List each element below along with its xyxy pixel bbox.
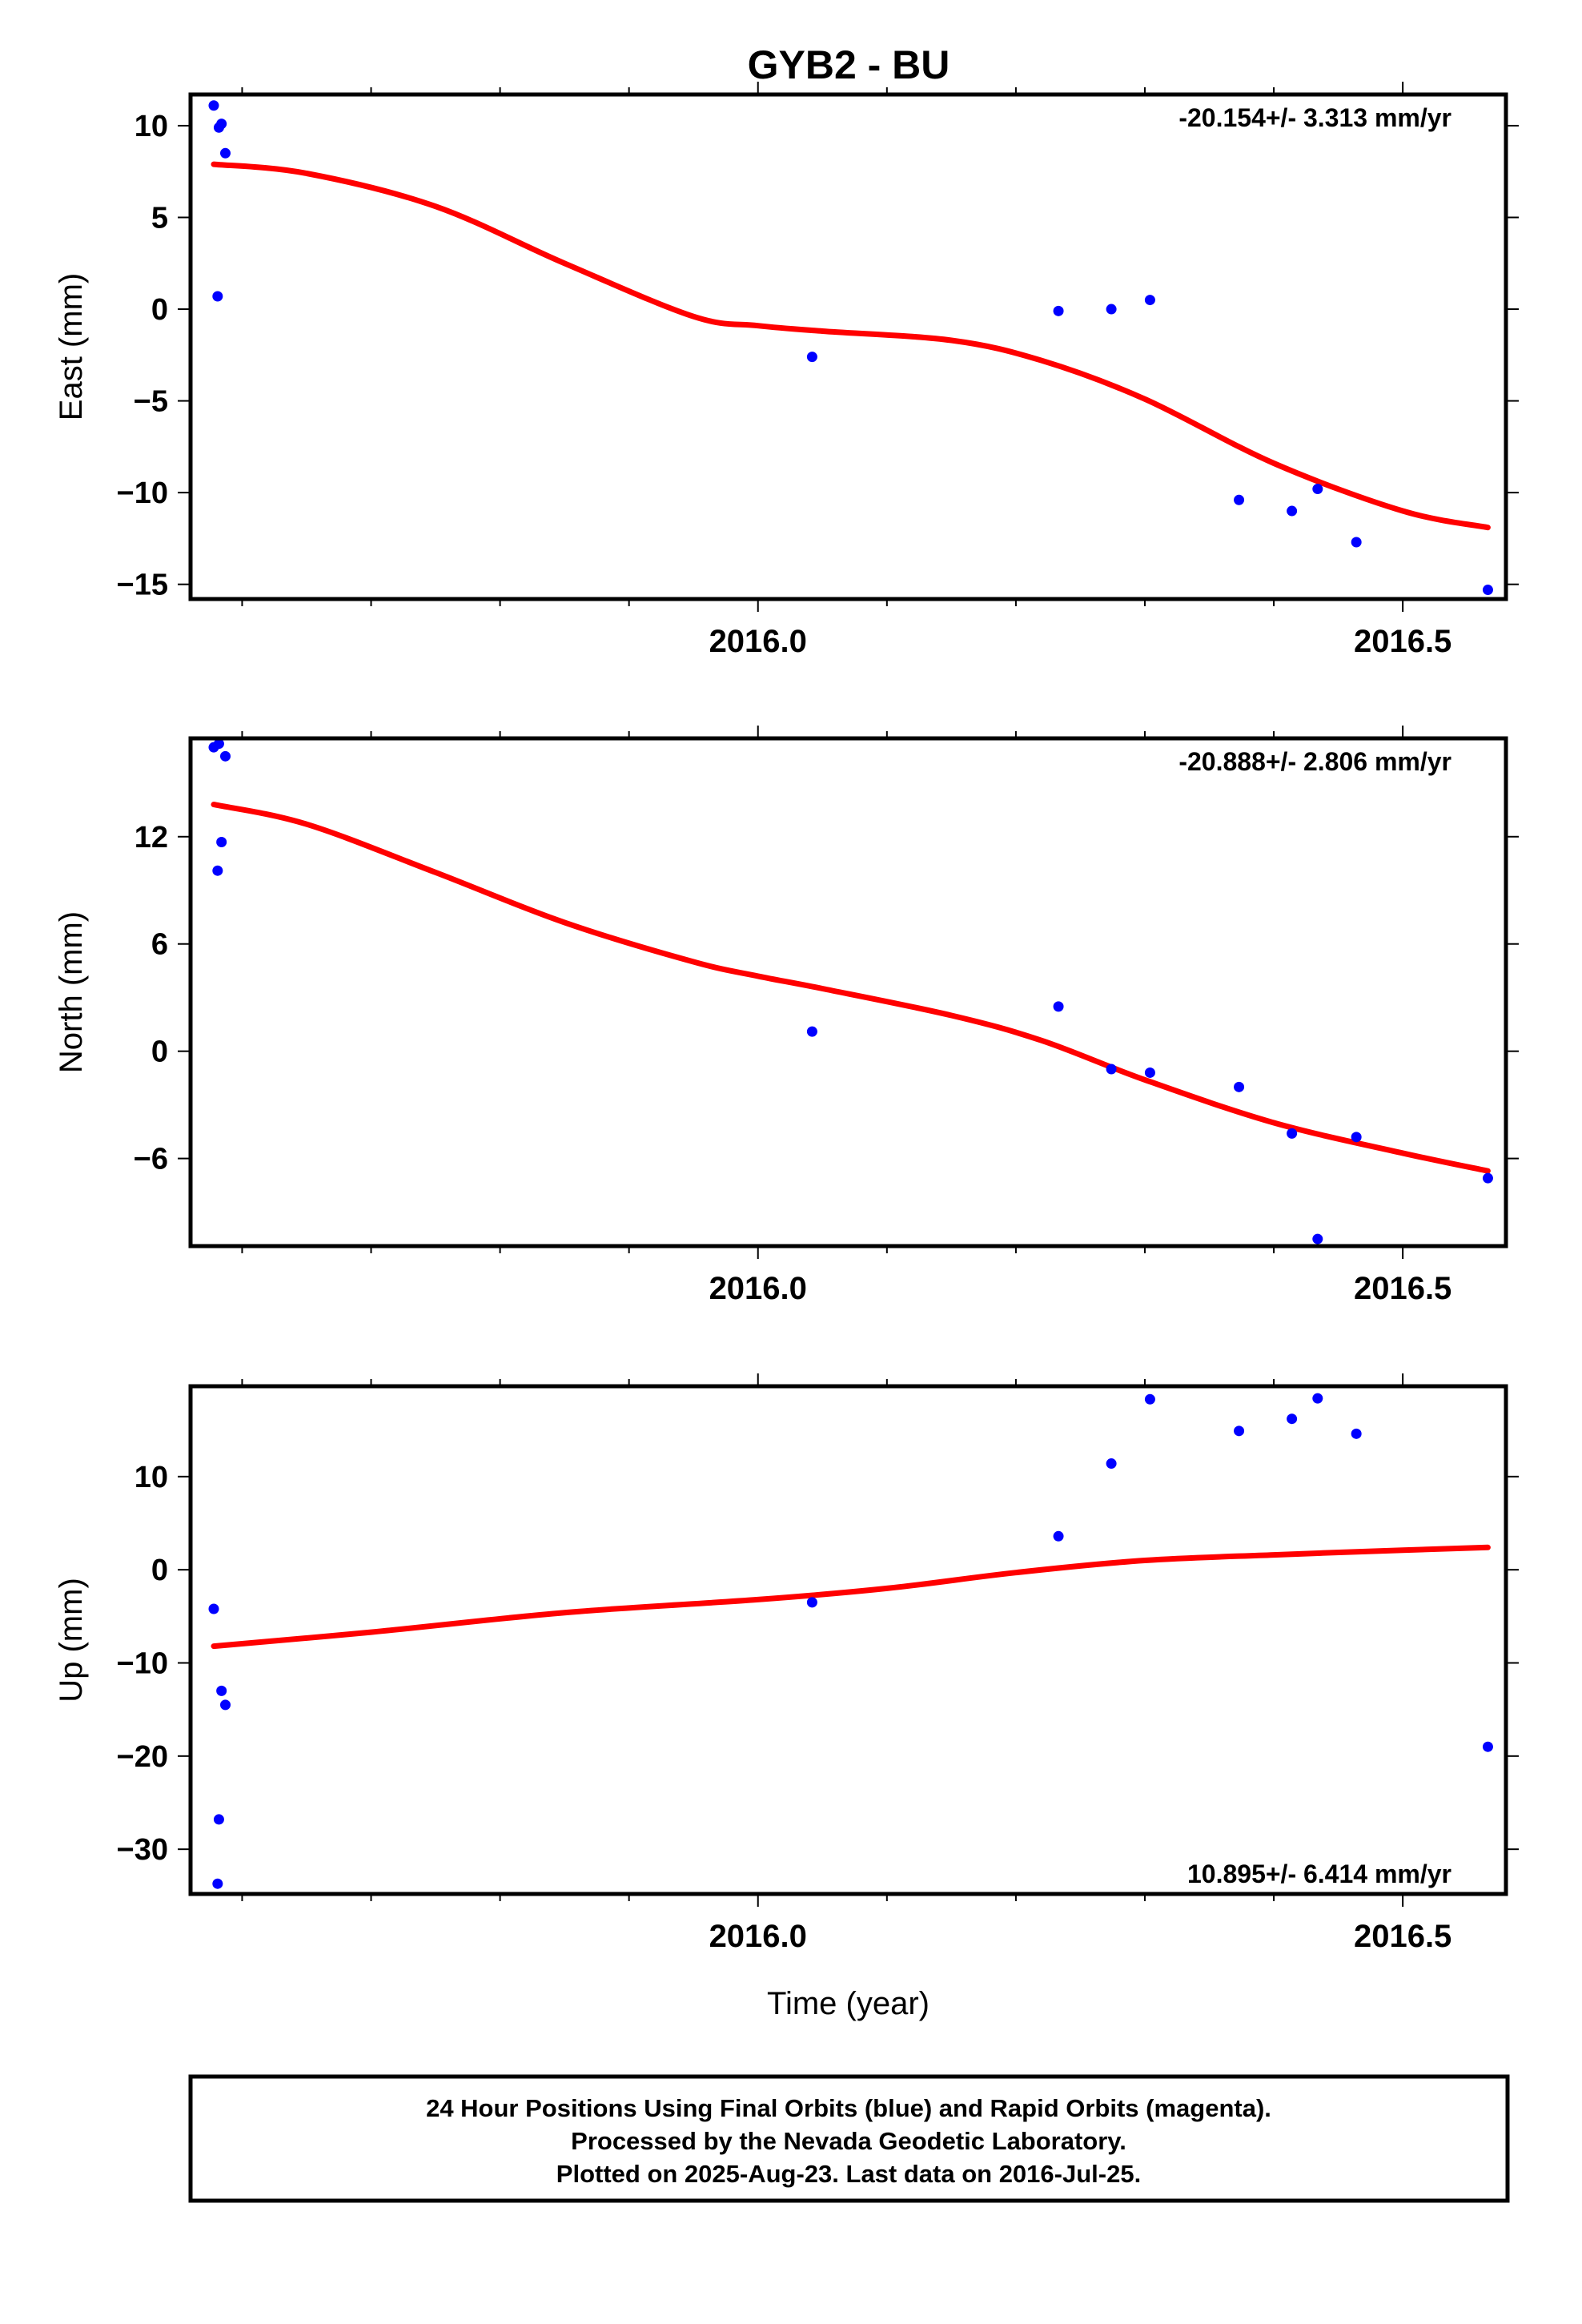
north-data-point — [1351, 1132, 1362, 1143]
east-data-point — [1482, 585, 1493, 596]
east-data-point — [208, 100, 219, 111]
east-data-point — [1351, 537, 1362, 548]
north-data-point — [1053, 1001, 1064, 1012]
up-data-point — [1351, 1428, 1362, 1439]
up-y-tick-label: 0 — [151, 1554, 168, 1587]
north-y-tick-label: −6 — [134, 1143, 168, 1176]
north-x-tick-label: 2016.0 — [709, 1271, 807, 1306]
east-plot-frame — [188, 92, 1508, 601]
up-data-point — [1106, 1458, 1117, 1470]
east-velocity-label: -20.154+/- 3.313 mm/yr — [1178, 103, 1452, 132]
caption-frame — [188, 2074, 1510, 2203]
north-data-point — [1106, 1063, 1117, 1075]
up-data-point — [213, 1814, 224, 1825]
east-data-point — [1234, 494, 1245, 505]
east-data-point — [219, 147, 231, 159]
east-y-tick-label: 0 — [151, 293, 168, 327]
east-x-tick-label: 2016.5 — [1354, 624, 1452, 659]
east-y-tick-label: −10 — [117, 476, 168, 510]
up-velocity-label: 10.895+/- 6.414 mm/yr — [1187, 1860, 1452, 1888]
up-data-point — [219, 1699, 231, 1711]
north-data-point — [219, 750, 231, 762]
north-panel: 2016.0 2016.5 12 6 0 −6 North (mm) -20.888+/- 2… — [54, 726, 1519, 1306]
east-data-point — [1287, 505, 1298, 517]
up-data-point — [1144, 1393, 1155, 1405]
north-plot-frame — [188, 736, 1508, 1248]
north-data-point — [806, 1026, 817, 1037]
east-fit-curve — [211, 161, 1491, 531]
east-y-tick-label: 10 — [135, 110, 168, 143]
up-x-tick-label: 2016.0 — [709, 1919, 807, 1954]
up-x-axis-label: Time (year) — [767, 1986, 930, 2021]
north-x-tick-label: 2016.5 — [1354, 1271, 1452, 1306]
up-y-tick-label: −10 — [117, 1647, 168, 1681]
east-y-tick-label: 5 — [151, 201, 168, 235]
north-data-point — [1482, 1172, 1493, 1184]
caption-line-3: Plotted on 2025-Aug-23. Last data on 201… — [556, 2160, 1141, 2188]
figure-title: GYB2 - BU — [748, 42, 950, 87]
up-data-point — [1053, 1530, 1064, 1542]
up-plot-frame — [188, 1384, 1508, 1896]
north-y-axis-label: North (mm) — [54, 911, 89, 1073]
north-data-point — [1144, 1067, 1155, 1078]
up-y-axis-label: Up (mm) — [54, 1578, 89, 1703]
north-data-point — [216, 836, 227, 847]
up-data-point — [1234, 1425, 1245, 1437]
up-data-point — [1287, 1413, 1298, 1425]
north-y-tick-label: 0 — [151, 1035, 168, 1069]
north-y-tick-label: 6 — [151, 928, 168, 962]
east-data-point — [216, 119, 227, 130]
up-y-tick-label: −20 — [117, 1740, 168, 1774]
east-data-point — [212, 291, 223, 302]
east-data-point — [1053, 305, 1064, 316]
caption-line-1: 24 Hour Positions Using Final Orbits (bl… — [426, 2094, 1271, 2122]
up-data-point — [208, 1603, 219, 1614]
north-data-point — [1312, 1233, 1323, 1244]
north-data-point — [212, 865, 223, 876]
north-fit-curve — [211, 802, 1491, 1174]
east-y-tick-label: −5 — [134, 385, 168, 419]
north-velocity-label: -20.888+/- 2.806 mm/yr — [1178, 747, 1452, 776]
up-panel: 2016.0 2016.5 10 0 −10 −20 −30 Up (mm) Time (yea… — [54, 1373, 1519, 2021]
east-y-tick-label: −15 — [117, 569, 168, 602]
north-data-point — [1234, 1081, 1245, 1092]
up-data-point — [1482, 1741, 1493, 1752]
north-data-point — [213, 738, 224, 750]
north-data-point — [1287, 1128, 1298, 1139]
east-data-point — [1144, 295, 1155, 306]
caption-box: 24 Hour Positions Using Final Orbits (bl… — [188, 2074, 1510, 2203]
caption-line-2: Processed by the Nevada Geodetic Laborat… — [571, 2127, 1126, 2155]
east-panel: 2016.0 2016.5 10 5 0 −5 −10 −15 East (mm) -20.154… — [54, 82, 1519, 659]
east-data-point — [1106, 304, 1117, 315]
up-data-point — [216, 1685, 227, 1696]
north-y-tick-label: 12 — [135, 821, 168, 854]
up-y-tick-label: −30 — [117, 1833, 168, 1867]
up-data-point — [1312, 1393, 1323, 1404]
east-data-point — [1312, 484, 1323, 495]
up-data-point — [806, 1597, 817, 1608]
east-data-point — [806, 352, 817, 363]
east-y-axis-label: East (mm) — [54, 273, 89, 420]
up-x-tick-label: 2016.5 — [1354, 1919, 1452, 1954]
up-data-point — [212, 1878, 223, 1889]
up-fit-curve — [211, 1544, 1491, 1650]
east-x-tick-label: 2016.0 — [709, 624, 807, 659]
up-y-tick-label: 10 — [135, 1461, 168, 1494]
